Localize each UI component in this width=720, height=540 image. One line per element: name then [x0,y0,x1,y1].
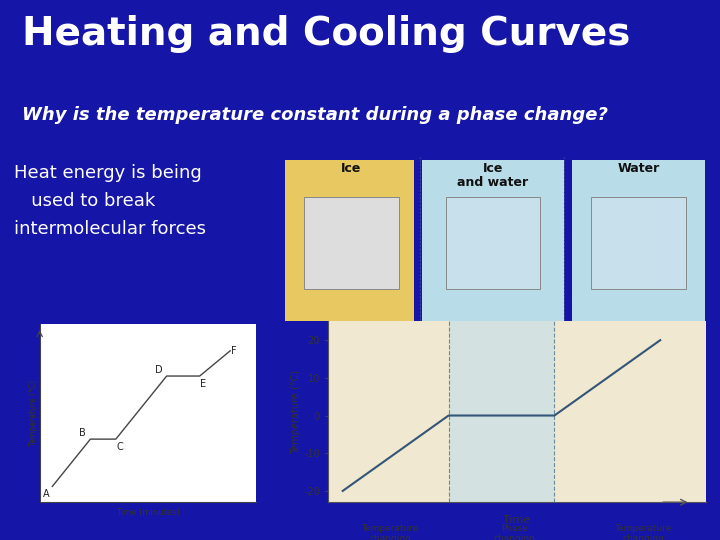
Y-axis label: Temperature (°C): Temperature (°C) [30,380,38,446]
FancyBboxPatch shape [591,197,685,289]
Text: A: A [42,489,49,500]
FancyBboxPatch shape [572,160,705,321]
FancyBboxPatch shape [422,160,564,321]
Text: Heating and Cooling Curves: Heating and Cooling Curves [22,15,630,52]
Text: Time: Time [503,515,530,525]
Text: Temperature
changing: Temperature changing [361,524,418,540]
FancyBboxPatch shape [285,160,413,321]
X-axis label: Time (minutes): Time (minutes) [116,508,179,517]
Text: Ice
and water: Ice and water [457,161,528,188]
Text: C: C [116,442,123,452]
Text: Heat energy is being
   used to break
intermolecular forces: Heat energy is being used to break inter… [14,165,206,238]
Text: B: B [79,428,86,438]
Y-axis label: Temperature (°C): Temperature (°C) [292,370,301,454]
FancyBboxPatch shape [305,197,399,289]
Text: Phase
changing: Phase changing [494,524,536,540]
Text: Temperature
changing: Temperature changing [615,524,672,540]
Text: E: E [199,379,206,389]
Text: Ice: Ice [341,161,361,174]
Bar [449,321,554,502]
FancyBboxPatch shape [446,197,540,289]
Text: Why is the temperature constant during a phase change?: Why is the temperature constant during a… [22,106,608,124]
Text: D: D [156,364,163,375]
Text: F: F [231,346,237,356]
Text: Water: Water [617,161,660,174]
